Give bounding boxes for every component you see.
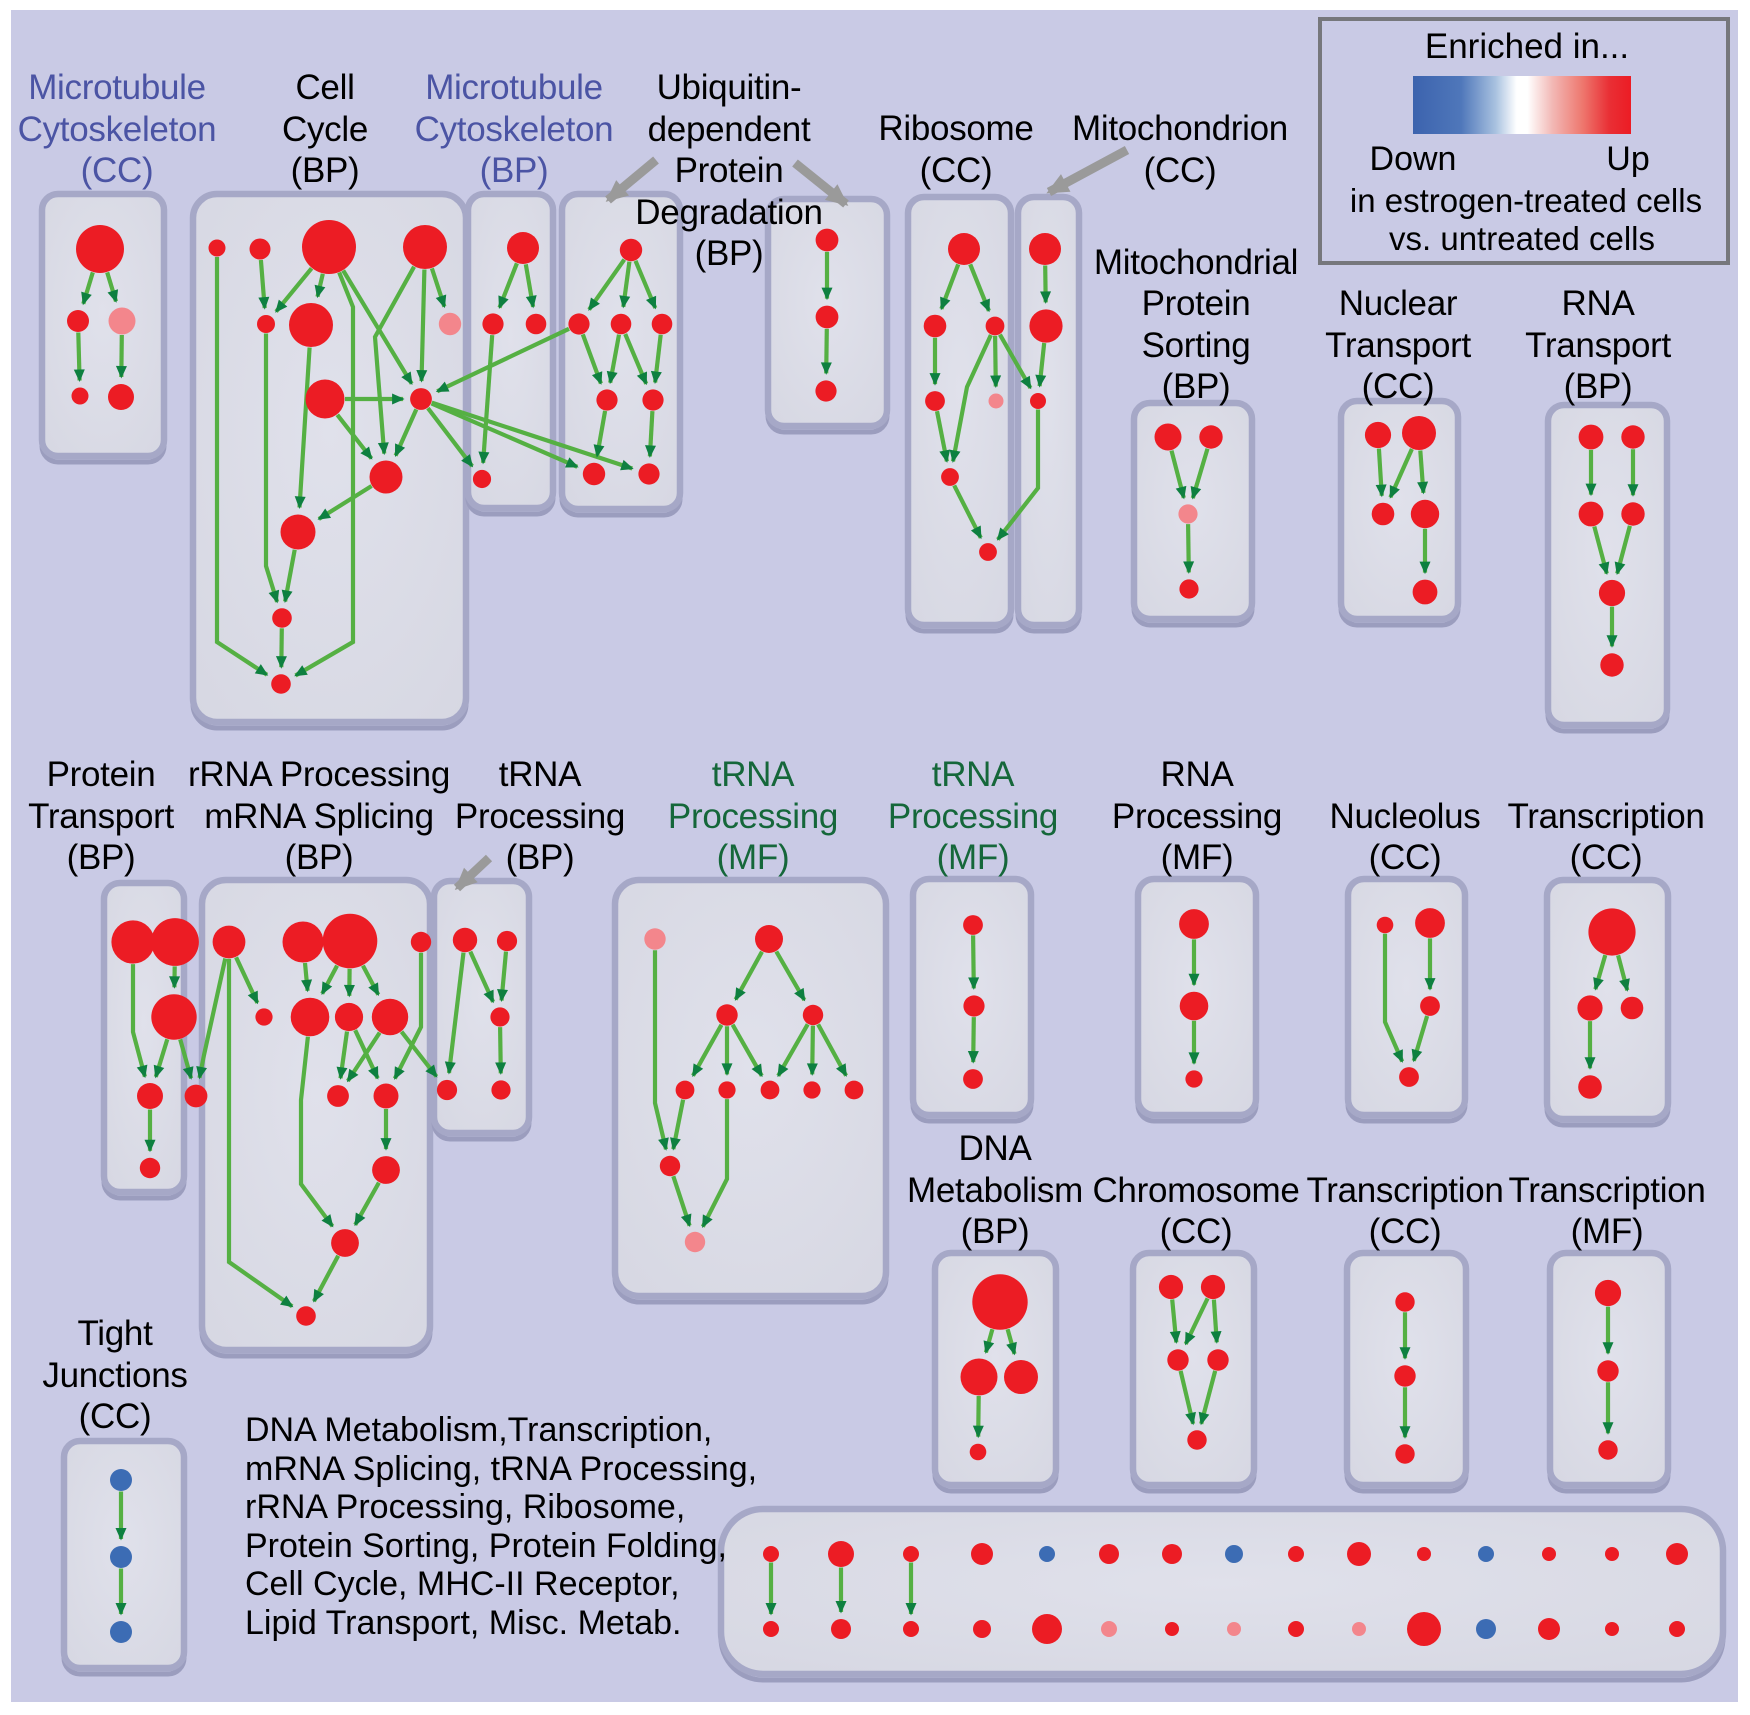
svg-text:Processing: Processing: [668, 797, 838, 836]
svg-text:(CC): (CC): [1144, 151, 1217, 190]
svg-text:Ubiquitin-: Ubiquitin-: [657, 68, 802, 107]
svg-text:Protein: Protein: [47, 755, 156, 794]
svg-text:Degradation: Degradation: [635, 193, 822, 232]
svg-text:(MF): (MF): [717, 838, 790, 877]
svg-text:tRNA: tRNA: [499, 755, 582, 794]
svg-text:tRNA: tRNA: [932, 755, 1015, 794]
svg-text:Processing: Processing: [888, 797, 1058, 836]
svg-text:Protein: Protein: [675, 151, 784, 190]
svg-text:(MF): (MF): [1161, 838, 1234, 877]
svg-text:Transcription: Transcription: [1507, 797, 1704, 836]
svg-text:Down: Down: [1370, 140, 1457, 178]
svg-text:(CC): (CC): [79, 1397, 152, 1436]
svg-text:Ribosome: Ribosome: [878, 109, 1033, 148]
svg-text:(BP): (BP): [695, 234, 764, 273]
svg-text:Transcription: Transcription: [1306, 1171, 1503, 1210]
svg-text:(CC): (CC): [1570, 838, 1643, 877]
svg-text:Transport: Transport: [28, 797, 174, 836]
svg-text:Nuclear: Nuclear: [1339, 284, 1458, 323]
svg-text:(CC): (CC): [1369, 838, 1442, 877]
svg-text:dependent: dependent: [648, 110, 811, 149]
svg-text:Cell Cycle, MHC-II Receptor,: Cell Cycle, MHC-II Receptor,: [245, 1565, 680, 1603]
svg-text:DNA Metabolism,Transcription,: DNA Metabolism,Transcription,: [245, 1411, 712, 1449]
svg-text:Protein: Protein: [1142, 284, 1251, 323]
svg-text:Mitochondrion: Mitochondrion: [1072, 109, 1288, 148]
svg-text:(BP): (BP): [1564, 367, 1633, 406]
svg-text:Processing: Processing: [455, 797, 625, 836]
svg-text:mRNA Splicing, tRNA Processing: mRNA Splicing, tRNA Processing,: [245, 1450, 757, 1488]
svg-text:RNA: RNA: [1161, 755, 1235, 794]
svg-text:Transcription: Transcription: [1508, 1171, 1705, 1210]
svg-text:(BP): (BP): [291, 151, 360, 190]
svg-text:Tight: Tight: [77, 1314, 153, 1353]
svg-text:Junctions: Junctions: [42, 1356, 187, 1395]
svg-text:(CC): (CC): [1160, 1212, 1233, 1251]
svg-text:Up: Up: [1606, 140, 1649, 178]
svg-text:(BP): (BP): [506, 838, 575, 877]
svg-text:Microtubule: Microtubule: [28, 68, 206, 107]
svg-text:(BP): (BP): [285, 838, 354, 877]
svg-text:Cytoskeleton: Cytoskeleton: [18, 110, 217, 149]
svg-text:(BP): (BP): [1162, 367, 1231, 406]
svg-text:(CC): (CC): [81, 151, 154, 190]
svg-text:Protein Sorting, Protein Foldi: Protein Sorting, Protein Folding,: [245, 1527, 727, 1565]
svg-text:Sorting: Sorting: [1142, 326, 1251, 365]
svg-text:Mitochondrial: Mitochondrial: [1094, 243, 1298, 282]
svg-text:mRNA Splicing: mRNA Splicing: [204, 797, 434, 836]
svg-text:(BP): (BP): [67, 838, 136, 877]
svg-text:Metabolism: Metabolism: [907, 1171, 1083, 1210]
svg-text:Cycle: Cycle: [282, 110, 368, 149]
svg-text:(MF): (MF): [1571, 1212, 1644, 1251]
svg-text:Chromosome: Chromosome: [1092, 1171, 1299, 1210]
svg-text:Cell: Cell: [295, 68, 354, 107]
svg-text:(MF): (MF): [937, 838, 1010, 877]
svg-text:vs. untreated cells: vs. untreated cells: [1389, 220, 1655, 257]
svg-text:(CC): (CC): [1369, 1212, 1442, 1251]
svg-text:Transport: Transport: [1525, 326, 1671, 365]
svg-text:DNA: DNA: [959, 1129, 1033, 1168]
svg-text:Microtubule: Microtubule: [425, 68, 603, 107]
svg-text:Enriched in...: Enriched in...: [1425, 27, 1629, 66]
svg-text:(BP): (BP): [961, 1212, 1030, 1251]
svg-text:Cytoskeleton: Cytoskeleton: [415, 110, 614, 149]
svg-text:rRNA Processing, Ribosome,: rRNA Processing, Ribosome,: [245, 1488, 685, 1526]
svg-text:Lipid Transport, Misc. Metab.: Lipid Transport, Misc. Metab.: [245, 1604, 682, 1642]
svg-text:Nucleolus: Nucleolus: [1330, 797, 1481, 836]
svg-text:(CC): (CC): [920, 151, 993, 190]
svg-text:in estrogen-treated cells: in estrogen-treated cells: [1350, 182, 1702, 219]
svg-text:Processing: Processing: [1112, 797, 1282, 836]
svg-text:rRNA Processing: rRNA Processing: [188, 755, 450, 794]
svg-text:Transport: Transport: [1325, 326, 1471, 365]
svg-text:(BP): (BP): [480, 151, 549, 190]
svg-text:RNA: RNA: [1562, 284, 1636, 323]
svg-text:(CC): (CC): [1362, 367, 1435, 406]
svg-text:tRNA: tRNA: [712, 755, 795, 794]
